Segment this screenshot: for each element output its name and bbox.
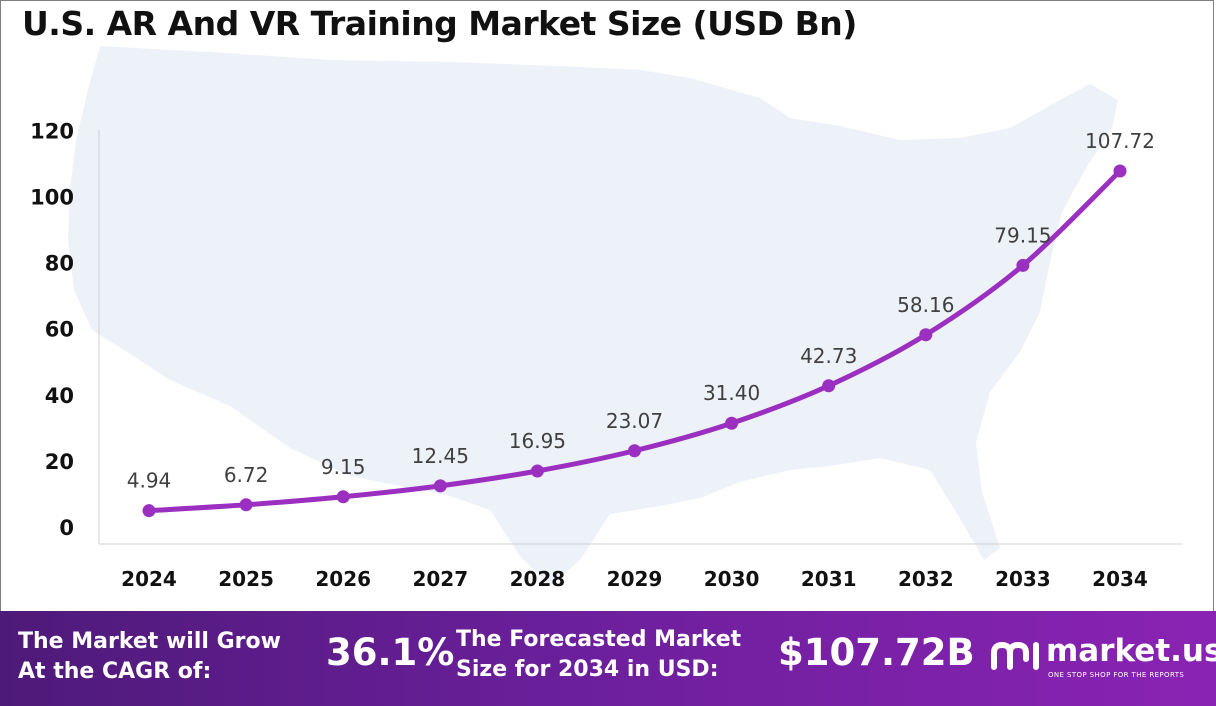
brand-logo: market.us ONE STOP SHOP FOR THE REPORTS — [990, 633, 1216, 683]
cagr-label-line2: At the CAGR of: — [18, 659, 212, 684]
forecast-label-line1: The Forecasted Market — [456, 627, 742, 652]
x-tick-label: 2024 — [121, 567, 177, 591]
y-tick-label: 80 — [45, 252, 74, 276]
data-point — [530, 464, 544, 478]
x-tick-label: 2031 — [801, 567, 857, 591]
brand-tagline: ONE STOP SHOP FOR THE REPORTS — [1048, 671, 1185, 679]
y-tick-label: 120 — [30, 119, 74, 143]
x-tick-label: 2027 — [412, 567, 468, 591]
data-point — [725, 416, 739, 430]
data-point — [239, 498, 253, 512]
y-tick-label: 60 — [45, 318, 74, 342]
data-label: 16.95 — [509, 429, 566, 453]
data-label: 9.15 — [321, 455, 366, 479]
y-tick-label: 0 — [59, 516, 74, 540]
data-label: 107.72 — [1085, 129, 1155, 153]
y-tick-label: 40 — [45, 384, 74, 408]
market-us-logo-icon — [991, 641, 1039, 670]
x-tick-label: 2030 — [704, 567, 760, 591]
x-tick-label: 2033 — [995, 567, 1051, 591]
data-point — [336, 490, 350, 504]
cagr-label: The Market will Grow At the CAGR of: — [18, 627, 281, 687]
data-point — [919, 328, 933, 342]
data-labels: 4.94 6.72 9.15 12.45 16.95 23.07 31.40 42.73 58.… — [127, 129, 1155, 493]
series-line — [146, 168, 1123, 514]
chart-title: U.S. AR And VR Training Market Size (USD… — [22, 4, 857, 43]
data-point — [628, 444, 641, 458]
brand-name: market.us — [1046, 633, 1216, 669]
y-tick-label: 100 — [30, 186, 74, 210]
data-point — [822, 379, 836, 393]
us-map-background — [68, 46, 1118, 586]
forecast-label-line2: Size for 2034 in USD: — [456, 657, 719, 682]
y-tick-label: 20 — [45, 450, 74, 474]
data-label: 42.73 — [800, 344, 857, 368]
line-chart: 0 20 40 60 80 100 120 2024 2025 2026 2027 2028 2029… — [30, 46, 1182, 591]
data-label: 31.40 — [703, 381, 760, 405]
cagr-label-line1: The Market will Grow — [18, 629, 281, 654]
data-label: 6.72 — [224, 463, 269, 487]
data-label: 12.45 — [412, 444, 469, 468]
data-point — [1016, 258, 1030, 272]
footer-banner: The Market will Grow At the CAGR of: 36.… — [0, 611, 1216, 706]
cagr-value: 36.1% — [326, 631, 455, 674]
data-points — [142, 164, 1127, 518]
x-tick-label: 2032 — [898, 567, 954, 591]
x-axis-ticks: 2024 2025 2026 2027 2028 2029 2030 2031 2032 2033… — [121, 567, 1148, 591]
forecast-value: $107.72B — [778, 631, 975, 674]
data-label: 79.15 — [994, 223, 1051, 247]
data-point — [1113, 164, 1127, 178]
x-tick-label: 2029 — [607, 567, 663, 591]
x-tick-label: 2025 — [218, 567, 274, 591]
data-label: 58.16 — [897, 293, 954, 317]
x-tick-label: 2026 — [315, 567, 371, 591]
data-label: 4.94 — [127, 469, 172, 493]
data-label: 23.07 — [606, 409, 663, 433]
y-axis-ticks: 0 20 40 60 80 100 120 — [30, 119, 74, 540]
forecast-label: The Forecasted Market Size for 2034 in U… — [456, 625, 741, 685]
x-tick-label: 2028 — [510, 567, 566, 591]
data-point — [433, 479, 447, 493]
data-point — [142, 504, 156, 518]
x-tick-label: 2034 — [1092, 567, 1148, 591]
